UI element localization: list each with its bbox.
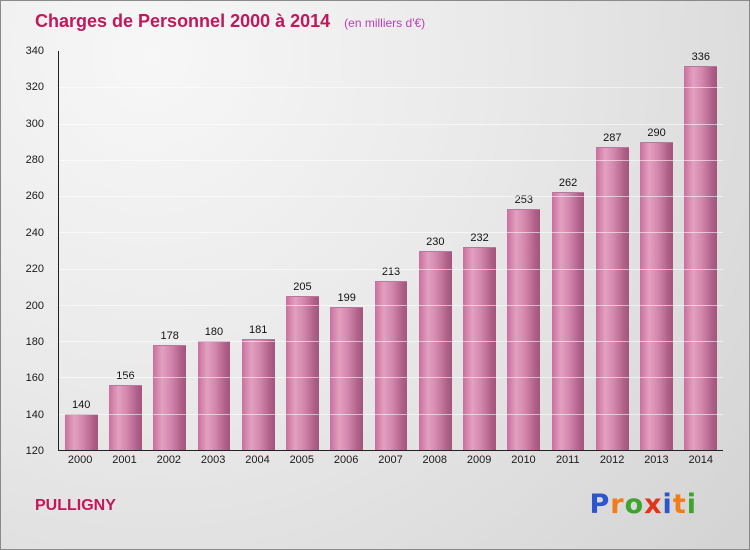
chart-title: Charges de Personnel 2000 à 2014 <box>35 11 331 31</box>
bar-column: 205 <box>280 51 324 450</box>
logo-letter: r <box>610 489 625 520</box>
logo-letter: t <box>672 489 687 520</box>
bar-column: 180 <box>192 51 236 450</box>
bar-value-label: 156 <box>116 369 135 382</box>
bar <box>551 192 585 450</box>
bar <box>684 66 718 450</box>
x-axis-label: 2002 <box>156 454 182 466</box>
logo-letter: P <box>589 489 611 520</box>
bar-column: 287 <box>590 51 634 450</box>
logo-letter: i <box>686 489 697 520</box>
gridline <box>59 304 723 306</box>
gridline <box>59 268 723 270</box>
bar-value-label: 180 <box>204 326 224 339</box>
plot-area: 140 156 178 180 181 205 199 213 230 232 253 262 287 2… <box>58 51 723 451</box>
x-axis-label: 2009 <box>466 454 492 466</box>
bar <box>595 147 629 450</box>
chart-header: Charges de Personnel 2000 à 2014 (en mil… <box>35 11 425 32</box>
bar-value-label: 181 <box>249 324 268 337</box>
y-axis-label: 160 <box>25 372 44 385</box>
bar <box>463 246 496 450</box>
bar <box>197 341 231 450</box>
bar-column: 213 <box>369 51 413 450</box>
x-axis-label: 2000 <box>67 454 93 466</box>
chart-subtitle: (en milliers d'€) <box>344 16 426 30</box>
bar-column: 336 <box>679 51 723 450</box>
gridline <box>59 196 723 198</box>
bar <box>153 344 187 450</box>
bar-value-label: 287 <box>603 132 622 145</box>
y-axis-label: 280 <box>25 154 44 167</box>
y-axis-label: 260 <box>25 190 44 203</box>
bar-value-label: 140 <box>71 398 91 411</box>
logo-letter: o <box>624 489 645 520</box>
x-axis-label: 2008 <box>422 454 448 466</box>
bar-value-label: 336 <box>691 51 711 63</box>
x-axis-label: 2011 <box>555 454 580 466</box>
y-axis-label: 180 <box>25 335 44 348</box>
bar-value-label: 262 <box>558 177 578 190</box>
bar-value-label: 230 <box>426 235 445 248</box>
y-axis-label: 340 <box>25 45 44 57</box>
y-axis-label: 200 <box>25 299 44 312</box>
x-axis-label: 2006 <box>333 454 359 466</box>
bar <box>241 339 275 450</box>
x-axis-label: 2010 <box>511 454 536 466</box>
bar <box>418 250 452 450</box>
gridline <box>59 413 723 415</box>
y-axis-label: 300 <box>25 117 44 130</box>
bar-column: 178 <box>148 51 192 450</box>
x-axis-label: 2005 <box>289 454 315 466</box>
y-axis-label: 240 <box>25 226 44 239</box>
gridline <box>59 377 723 379</box>
bar-column: 156 <box>103 51 147 450</box>
y-axis-label: 140 <box>25 408 44 421</box>
bar <box>374 281 408 450</box>
bar <box>109 384 142 450</box>
bar-column: 290 <box>634 51 678 450</box>
bar-value-label: 232 <box>470 231 489 244</box>
bar-column: 181 <box>236 51 280 450</box>
y-axis: 120 140 160 180 200 220 240 260 280 300 320 340 <box>1 45 51 457</box>
bar-value-label: 178 <box>160 329 179 342</box>
bar-column: 230 <box>413 51 457 450</box>
bar-value-label: 205 <box>293 280 312 293</box>
bar <box>286 295 319 450</box>
bar <box>640 141 673 450</box>
bar-column: 253 <box>502 51 546 450</box>
gridline <box>59 341 723 343</box>
x-axis-label: 2004 <box>245 454 270 466</box>
bar-column: 262 <box>546 51 590 450</box>
y-axis-label: 120 <box>25 445 44 457</box>
y-axis-label: 320 <box>25 81 44 94</box>
x-axis-label: 2012 <box>599 454 625 466</box>
location-label: PULLIGNY <box>35 497 116 514</box>
x-axis-label: 2007 <box>378 454 403 466</box>
bar <box>507 208 541 450</box>
bars-row: 140 156 178 180 181 205 199 213 230 232 253 262 287 2… <box>59 51 723 450</box>
y-axis-label: 220 <box>25 263 44 276</box>
gridline <box>59 232 723 234</box>
gridline <box>59 87 723 89</box>
gridline <box>59 159 723 161</box>
proxiti-logo: Proxiti <box>589 489 697 520</box>
x-axis-label: 2003 <box>200 454 226 466</box>
x-axis-label: 2014 <box>688 454 713 466</box>
bar-column: 232 <box>457 51 501 450</box>
logo-letter: i <box>662 489 673 520</box>
bar <box>64 413 98 450</box>
bar-column: 140 <box>59 51 103 450</box>
x-axis: 2000 2001 2002 2003 2004 2005 2006 2007 2008 2009… <box>58 454 723 466</box>
x-axis-label: 2013 <box>644 454 669 466</box>
bar-value-label: 199 <box>337 291 356 304</box>
x-axis-label: 2001 <box>112 454 137 466</box>
bar-value-label: 290 <box>647 126 666 139</box>
gridline <box>59 123 723 125</box>
logo-letter: x <box>644 489 663 520</box>
bar-column: 199 <box>325 51 369 450</box>
